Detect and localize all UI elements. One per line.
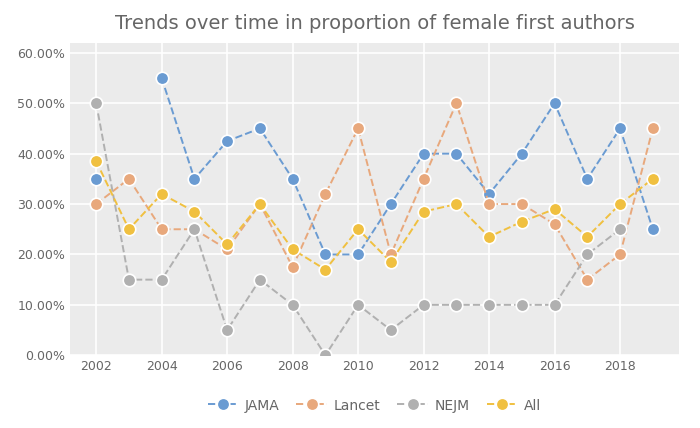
NEJM <box>354 302 363 307</box>
JAMA <box>354 252 363 257</box>
Lancet <box>158 227 166 232</box>
JAMA <box>158 75 166 80</box>
NEJM <box>452 302 461 307</box>
Legend: JAMA, Lancet, NEJM, All: JAMA, Lancet, NEJM, All <box>202 393 547 419</box>
All <box>354 227 363 232</box>
JAMA <box>550 101 559 106</box>
Lancet <box>288 265 297 270</box>
All <box>321 267 330 272</box>
JAMA <box>386 202 395 207</box>
Lancet <box>485 202 494 207</box>
JAMA <box>517 151 526 156</box>
JAMA <box>452 151 461 156</box>
All <box>452 202 461 207</box>
Lancet <box>649 126 657 131</box>
Lancet <box>517 202 526 207</box>
JAMA <box>419 151 428 156</box>
NEJM <box>125 277 133 282</box>
NEJM <box>190 227 199 232</box>
NEJM <box>158 277 166 282</box>
Lancet <box>452 101 461 106</box>
Line: NEJM: NEJM <box>90 97 626 362</box>
Lancet <box>616 252 624 257</box>
All <box>649 176 657 181</box>
All <box>616 202 624 207</box>
NEJM <box>321 353 330 358</box>
NEJM <box>583 252 592 257</box>
JAMA <box>256 126 264 131</box>
All <box>386 259 395 265</box>
Title: Trends over time in proportion of female first authors: Trends over time in proportion of female… <box>115 14 634 33</box>
All <box>485 234 494 239</box>
NEJM <box>550 302 559 307</box>
All <box>550 207 559 212</box>
JAMA <box>190 176 199 181</box>
JAMA <box>485 191 494 196</box>
Line: JAMA: JAMA <box>90 72 659 261</box>
JAMA <box>616 126 624 131</box>
NEJM <box>485 302 494 307</box>
Lancet <box>354 126 363 131</box>
Lancet <box>321 191 330 196</box>
JAMA <box>92 176 100 181</box>
All <box>583 234 592 239</box>
All <box>223 242 232 247</box>
NEJM <box>616 227 624 232</box>
All <box>125 227 133 232</box>
NEJM <box>223 327 232 333</box>
Lancet <box>190 227 199 232</box>
Line: Lancet: Lancet <box>90 97 659 286</box>
All <box>190 209 199 214</box>
All <box>288 247 297 252</box>
Lancet <box>419 176 428 181</box>
Lancet <box>386 252 395 257</box>
Lancet <box>223 247 232 252</box>
NEJM <box>92 101 100 106</box>
All <box>419 209 428 214</box>
JAMA <box>649 227 657 232</box>
Lancet <box>583 277 592 282</box>
Line: All: All <box>90 155 659 276</box>
All <box>92 159 100 164</box>
JAMA <box>583 176 592 181</box>
Lancet <box>125 176 133 181</box>
JAMA <box>223 139 232 144</box>
NEJM <box>256 277 264 282</box>
All <box>256 202 264 207</box>
NEJM <box>386 327 395 333</box>
All <box>158 191 166 196</box>
NEJM <box>517 302 526 307</box>
Lancet <box>92 202 100 207</box>
Lancet <box>256 202 264 207</box>
JAMA <box>288 176 297 181</box>
NEJM <box>419 302 428 307</box>
NEJM <box>288 302 297 307</box>
All <box>517 219 526 224</box>
Lancet <box>550 222 559 227</box>
JAMA <box>321 252 330 257</box>
